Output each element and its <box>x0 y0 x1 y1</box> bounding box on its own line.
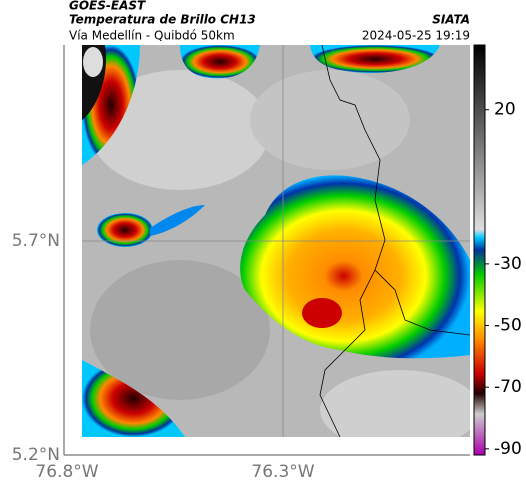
colorbar-tick-label: -50 <box>494 316 522 336</box>
timestamp: 2024-05-25 19:19 <box>362 29 470 43</box>
lat-label: 5.7°N <box>12 231 60 251</box>
colorbar-tick-label: -30 <box>494 254 522 274</box>
colorbar-tick-label: -70 <box>494 377 522 397</box>
lat-label: 5.2°N <box>12 445 60 465</box>
colorbar <box>473 44 486 456</box>
colorbar-tick-label: -90 <box>494 439 522 459</box>
source: GOES-EAST <box>69 0 146 13</box>
lon-label: 76.3°W <box>251 462 314 482</box>
agency: SIATA <box>432 13 470 27</box>
colorbar-tick-label: 20 <box>494 100 516 120</box>
satellite-image <box>82 45 470 437</box>
product: Temperatura de Brillo CH13 <box>69 13 256 27</box>
region: Vía Medellín - Quibdó 50km <box>69 29 235 43</box>
lon-label: 76.8°W <box>35 462 98 482</box>
